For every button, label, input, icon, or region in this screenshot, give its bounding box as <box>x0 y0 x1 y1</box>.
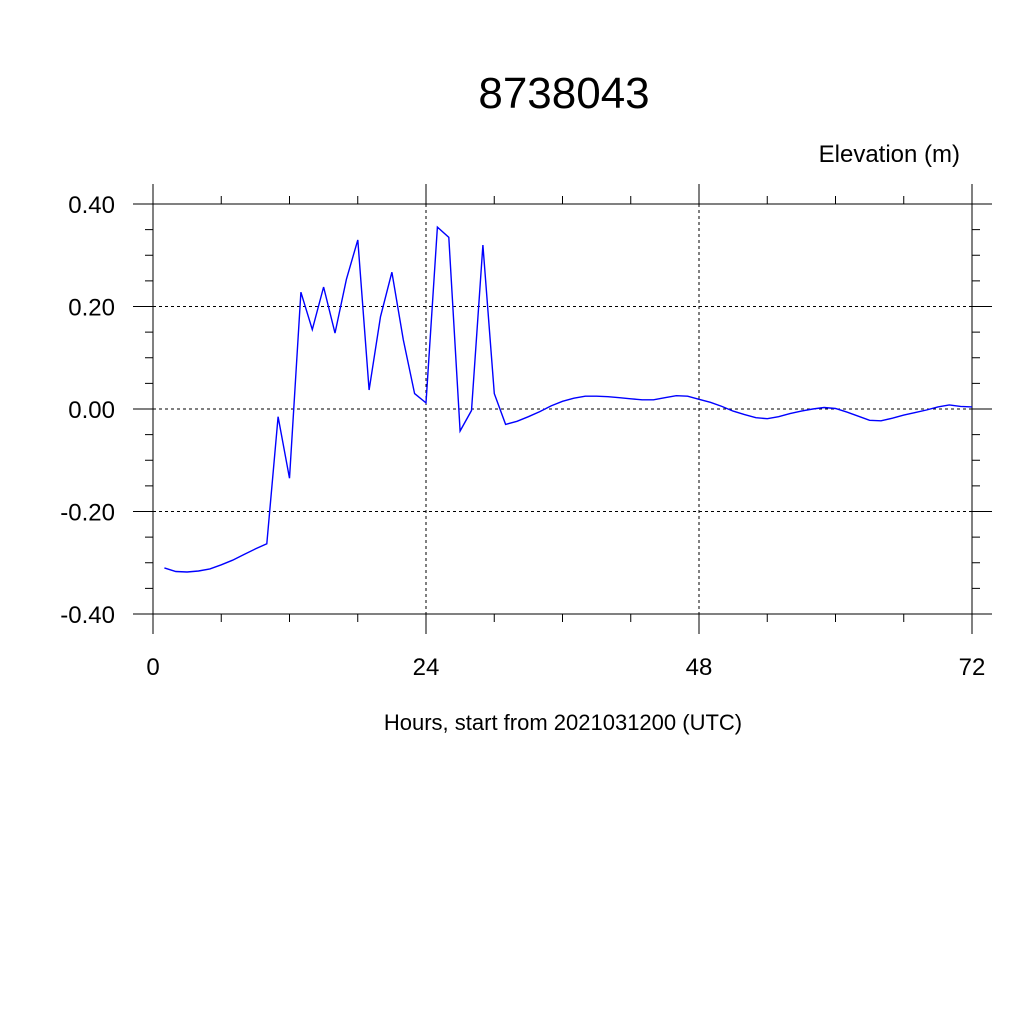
y-tick-labels: -0.40 -0.20 0.00 0.20 0.40 <box>60 192 115 629</box>
y-tick-label: 0.40 <box>68 192 115 219</box>
chart-title: 8738043 <box>478 69 649 118</box>
plot-frame <box>133 184 992 634</box>
x-tick-label: 72 <box>959 654 986 681</box>
y-tick-label: -0.40 <box>60 602 115 629</box>
y-tick-label: -0.20 <box>60 500 115 527</box>
x-tick-label: 48 <box>686 654 713 681</box>
series-layer <box>164 225 973 573</box>
x-tick-label: 24 <box>413 654 440 681</box>
x-axis-label: Hours, start from 2021031200 (UTC) <box>384 710 742 735</box>
y-tick-label: 0.20 <box>68 295 115 322</box>
x-tick-labels: 0 24 48 72 <box>146 654 985 681</box>
y-tick-label: 0.00 <box>68 397 115 424</box>
x-tick-label: 0 <box>146 654 159 681</box>
y-axis-label: Elevation (m) <box>819 141 960 168</box>
series-line <box>164 225 973 573</box>
